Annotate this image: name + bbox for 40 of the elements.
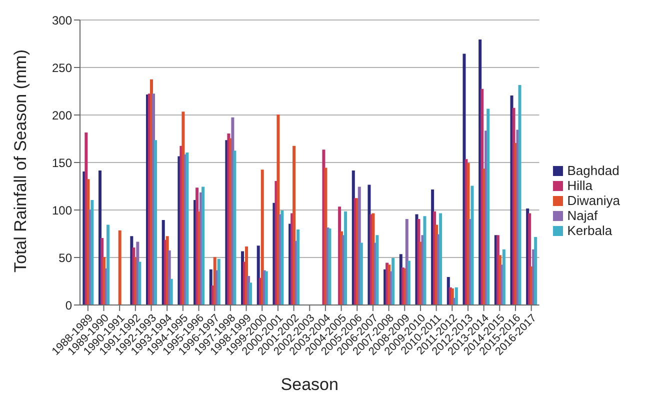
bar xyxy=(154,140,158,305)
y-tick-label: 100 xyxy=(52,203,72,218)
bar xyxy=(138,262,142,305)
bar xyxy=(407,260,410,305)
y-tick-label: 150 xyxy=(52,156,72,170)
bar xyxy=(470,186,474,305)
legend-label: Diwaniya xyxy=(567,192,620,208)
bar xyxy=(423,216,426,305)
bar xyxy=(202,186,205,305)
x-axis-title: Season xyxy=(280,375,338,394)
y-axis-title: Total Rainfall of Season (mm) xyxy=(11,50,30,272)
legend-label: Kerbala xyxy=(567,222,612,238)
y-tick-label: 50 xyxy=(58,250,72,265)
bar xyxy=(392,258,395,305)
legend-label: Baghdad xyxy=(567,162,620,178)
bar xyxy=(454,287,458,305)
bar xyxy=(280,210,284,305)
legend-label: Hilla xyxy=(567,178,593,192)
y-tick-label: 0 xyxy=(65,298,72,312)
bar xyxy=(296,229,300,305)
bar xyxy=(90,200,94,305)
y-tick-label: 300 xyxy=(52,13,72,28)
bar xyxy=(360,242,363,305)
bar xyxy=(217,258,220,305)
bar xyxy=(260,170,264,305)
bar xyxy=(502,249,506,305)
bar xyxy=(344,211,348,305)
bar xyxy=(439,213,442,305)
legend-label: Najaf xyxy=(567,208,598,222)
bar xyxy=(170,278,173,305)
bar xyxy=(249,282,252,305)
bar xyxy=(233,150,236,305)
bar xyxy=(376,235,379,305)
y-tick-label: 250 xyxy=(52,60,72,75)
bar xyxy=(534,237,538,305)
bar xyxy=(518,85,522,305)
bar xyxy=(106,224,110,305)
bar xyxy=(118,230,122,305)
y-tick-label: 200 xyxy=(52,108,72,122)
bar xyxy=(486,108,490,305)
